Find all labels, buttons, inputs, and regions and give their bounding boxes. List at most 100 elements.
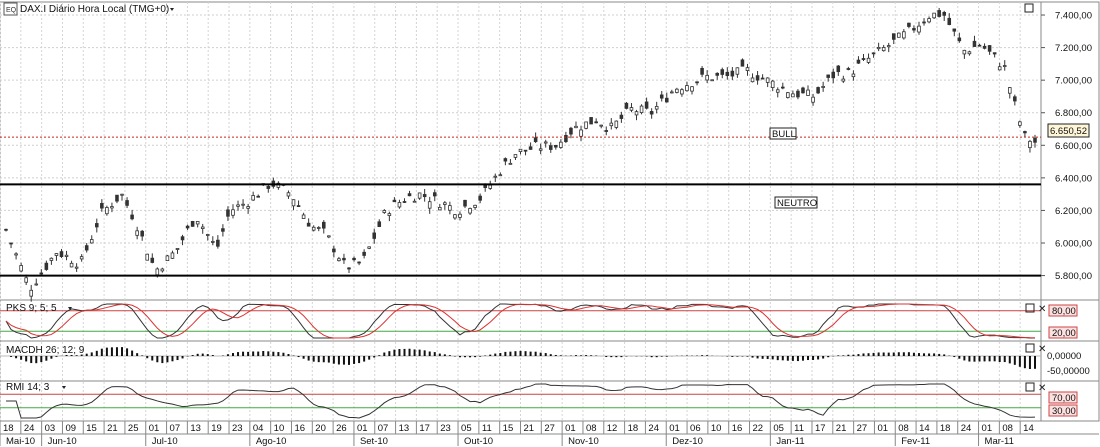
macdh-level-neg50: -50,00000 <box>1047 366 1090 377</box>
pks-controls[interactable]: ✕ <box>1025 303 1046 315</box>
rmi-label[interactable]: RMI 14; 3 <box>6 382 50 393</box>
candle-body <box>39 272 44 275</box>
candle-body <box>493 175 498 178</box>
candle-body <box>205 234 210 236</box>
candle-body <box>402 201 407 203</box>
candle-body <box>407 193 412 197</box>
last-price-text: 6.650,52 <box>1050 126 1087 137</box>
chart-title[interactable]: DAX.I Diário Hora Local (TMG+0) <box>20 4 169 15</box>
candle-body <box>629 107 634 111</box>
candle-body <box>654 106 659 110</box>
close-icon[interactable]: ✕ <box>1038 344 1046 355</box>
candle-body <box>543 141 548 144</box>
candle-body <box>362 251 366 256</box>
bull-label: BULL <box>769 127 797 140</box>
chart-symbol-icon[interactable] <box>3 2 18 16</box>
candle-body <box>145 253 150 261</box>
candle-body <box>352 257 356 261</box>
maximize-icon[interactable] <box>1025 303 1035 313</box>
candle-body <box>664 97 669 103</box>
date-tick-label: 15 <box>503 423 514 434</box>
date-tick-label: 23 <box>440 423 451 434</box>
candle-body <box>180 236 185 241</box>
date-tick-label: 01 <box>669 423 680 434</box>
candle-body <box>518 148 523 152</box>
price-axis: 7.400,00 7.200,00 7.000,00 6.800,00 6.600,00… <box>1041 11 1092 282</box>
date-tick-label: 06 <box>690 423 701 434</box>
candle-body <box>89 239 94 244</box>
month-label: Fev-11 <box>901 436 930 447</box>
candle-body <box>74 266 79 269</box>
candle-body <box>528 146 533 150</box>
date-tick-label: 01 <box>877 423 888 434</box>
candle-body <box>316 227 321 229</box>
date-tick-label: 04 <box>253 423 264 434</box>
price-tick-label: 7.400,00 <box>1055 11 1092 22</box>
candle-body <box>533 137 538 143</box>
macdh-controls[interactable]: ✕ <box>1025 343 1046 355</box>
candle-body <box>473 204 477 208</box>
candle-body <box>160 268 165 272</box>
candle-body <box>422 194 427 198</box>
candle-body <box>29 289 34 297</box>
chevron-down-icon[interactable] <box>62 386 66 389</box>
price-panel <box>0 7 1041 302</box>
maximize-icon[interactable] <box>1025 382 1035 392</box>
price-tick-label: 6.000,00 <box>1055 239 1092 250</box>
rmi-levels: 70,00 30,00 <box>1048 391 1078 417</box>
pks-label[interactable]: PKS 9; 5; 5 <box>6 303 57 314</box>
pks-level-80: 80,00 <box>1052 306 1076 317</box>
candle-body <box>735 67 740 75</box>
close-icon[interactable]: ✕ <box>1038 304 1046 315</box>
chevron-down-icon[interactable] <box>68 307 72 310</box>
neutro-label: NEUTRO <box>774 196 818 209</box>
candle-body <box>922 21 926 24</box>
candle-body <box>675 88 679 93</box>
candle-body <box>64 254 69 257</box>
candle-body <box>624 102 629 109</box>
candle-body <box>175 248 180 250</box>
rmi-controls[interactable]: ✕ <box>1025 382 1046 394</box>
rmi-header[interactable]: RMI 14; 3 <box>6 382 66 393</box>
candle-body <box>453 214 457 219</box>
rmi-level-70: 70,00 <box>1052 393 1076 404</box>
date-tick-label: 08 <box>586 423 597 434</box>
date-tick-label: 05 <box>773 423 784 434</box>
candle-body <box>342 257 346 261</box>
date-tick-label: 05 <box>461 423 472 434</box>
candle-body <box>135 230 139 236</box>
price-tick-label: 7.200,00 <box>1055 43 1092 54</box>
chart-header[interactable]: EQ DAX.I Diário Hora Local (TMG+0) <box>3 2 174 16</box>
candle-body <box>130 214 134 220</box>
month-label: Mar-11 <box>985 436 1014 447</box>
pks-level-20: 20,00 <box>1052 328 1076 339</box>
date-tick-label: 17 <box>419 423 430 434</box>
maximize-icon[interactable] <box>1024 3 1034 13</box>
date-tick-label: 01 <box>982 423 993 434</box>
date-tick-label: 11 <box>482 423 492 434</box>
date-tick-label: 03 <box>45 423 56 434</box>
chevron-down-icon[interactable] <box>170 8 174 11</box>
date-tick-label: 10 <box>274 423 285 434</box>
candle-body <box>891 33 896 40</box>
close-icon[interactable]: ✕ <box>1038 383 1046 394</box>
pks-header[interactable]: PKS 9; 5; 5 <box>6 303 72 314</box>
candle-body <box>337 258 341 262</box>
candle-body <box>79 256 84 260</box>
date-tick-label: 17 <box>815 423 826 434</box>
date-tick-label: 21 <box>524 423 535 434</box>
macdh-label[interactable]: MACDH 26; 12; 9 <box>6 345 85 356</box>
date-tick-label: 07 <box>170 423 181 434</box>
candle-body <box>432 192 437 197</box>
candle-body <box>821 85 825 88</box>
macdh-header[interactable]: MACDH 26; 12; 9 <box>6 345 85 356</box>
month-label: Jul-10 <box>152 436 178 447</box>
candle-body <box>34 283 39 286</box>
candle-body <box>710 79 714 82</box>
maximize-icon[interactable] <box>1025 343 1035 353</box>
candle-body <box>100 203 104 209</box>
candle-body <box>246 206 250 209</box>
candle-body <box>871 52 876 55</box>
rmi-level-30: 30,00 <box>1052 406 1076 417</box>
candle-body <box>917 25 921 33</box>
